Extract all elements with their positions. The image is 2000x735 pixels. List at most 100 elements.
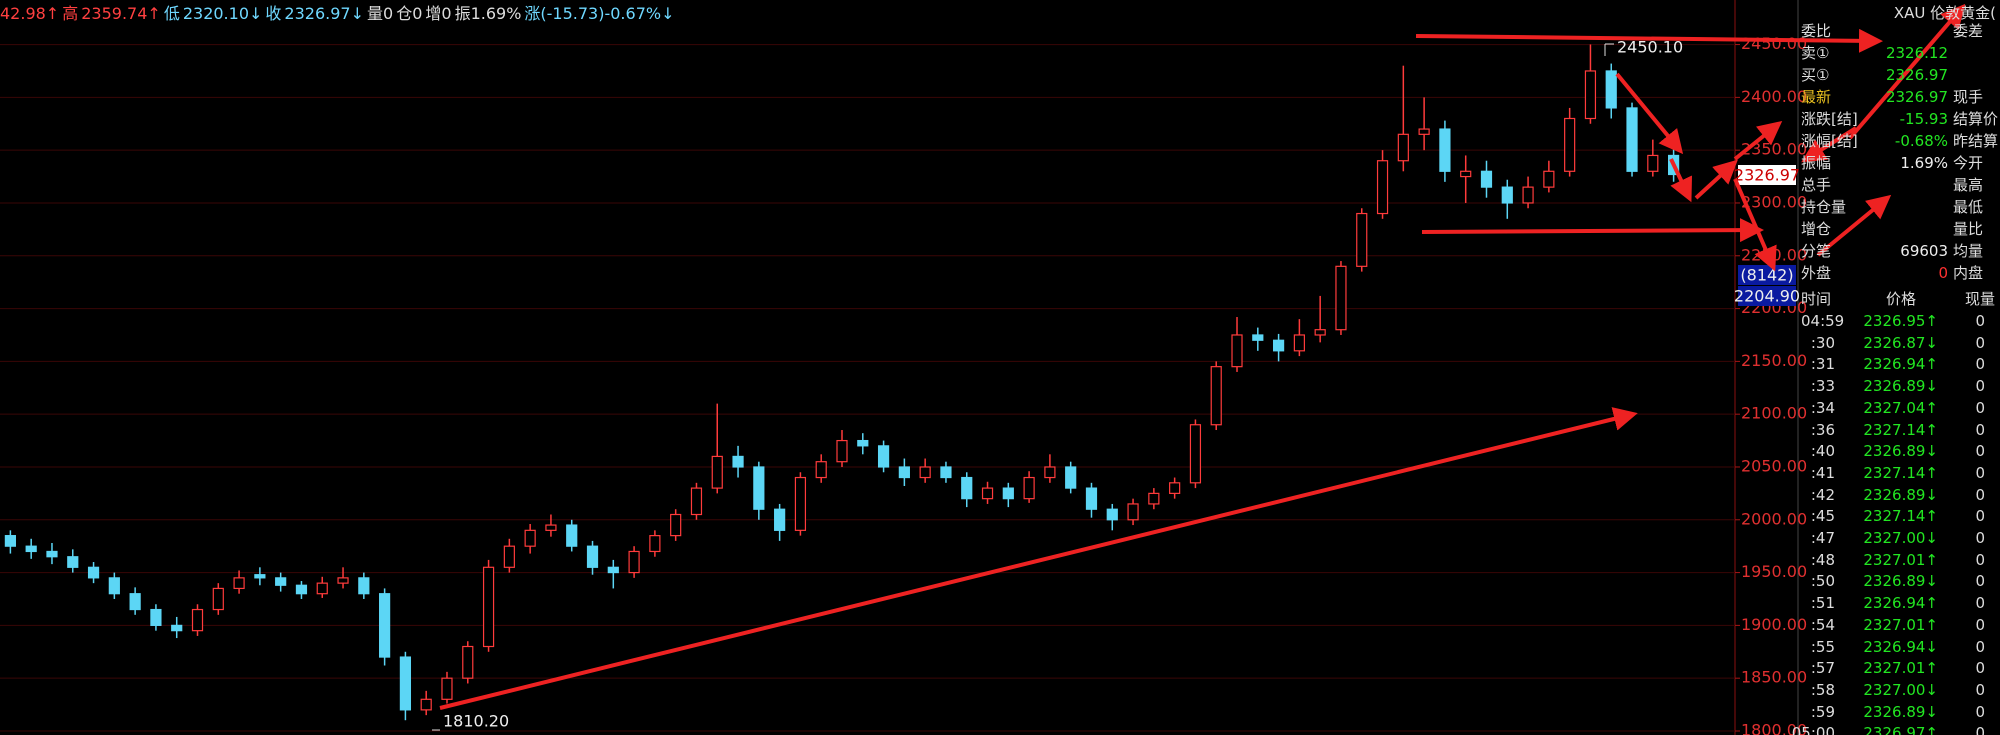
quote-side-label: 今开 [1953, 154, 1984, 172]
candle-body [275, 577, 287, 586]
y-tick-label: 2000.00 [1741, 509, 1807, 528]
candle-body [67, 556, 79, 568]
quote-label: 外盘 [1801, 264, 1832, 282]
y-tick-label: 1850.00 [1741, 668, 1807, 687]
arrow [1801, 126, 1858, 163]
low-label: 1810.20 [443, 712, 509, 731]
candle-body [1460, 170, 1472, 178]
quote-row: 卖① 2326.12 [1798, 42, 2000, 64]
candle-body [233, 577, 245, 590]
y-tick-label: 1950.00 [1741, 562, 1807, 581]
arrow [1694, 159, 1738, 200]
tick-time: :30 [1810, 333, 1835, 352]
tick-volume: 0 [1975, 377, 1985, 396]
last-price-text: 2326.97 [1734, 166, 1800, 185]
tick-volume: 0 [1975, 615, 1985, 634]
quote-row: 持仓量 最低 [1798, 196, 2000, 218]
quote-row: 涨跌[结] -15.93 结算价 [1798, 108, 2000, 130]
candle-body [108, 577, 120, 595]
tick-time: :42 [1810, 485, 1835, 504]
tick-volume: 0 [1975, 463, 1985, 482]
quote-value: 2326.12 [1885, 44, 1948, 62]
quote-label: 总手 [1801, 176, 1832, 194]
candle-body [940, 466, 952, 479]
quote-row: 买① 2326.97 [1798, 64, 2000, 86]
candle-body [337, 577, 349, 584]
arrow [1415, 28, 1883, 53]
tick-price: 2326.89↓ [1863, 702, 1938, 721]
header-item: 增0 [425, 4, 452, 23]
tick-row: :54 2327.01↑ 0 [1798, 614, 2000, 636]
candle-body [1439, 128, 1451, 172]
tick-price: 2327.14↑ [1863, 507, 1938, 526]
tick-price: 2326.89↓ [1863, 572, 1938, 591]
candle-body [1397, 133, 1409, 162]
tick-volume: 0 [1975, 398, 1985, 417]
candles [4, 44, 1680, 721]
candle-body [1106, 508, 1118, 521]
quote-label: 委比 [1801, 22, 1832, 40]
quote-label: 分笔 [1801, 242, 1832, 260]
tick-volume: 0 [1975, 659, 1985, 678]
tick-time: :33 [1810, 377, 1835, 396]
candle-body [358, 577, 370, 595]
quote-side-label: 最高 [1953, 176, 1984, 194]
last-price-tag [1738, 165, 1796, 185]
tick-price: 2327.01↑ [1863, 550, 1938, 569]
tick-header: 时间 价格 现量 [1798, 288, 2000, 310]
quote-side-label: 最低 [1953, 198, 1984, 216]
quote-label: 增仓 [1801, 220, 1832, 238]
quote-title: XAU 伦敦黄金( [1893, 4, 1996, 22]
candle-body [732, 455, 744, 468]
tick-volume: 0 [1975, 724, 1985, 735]
header-bar: 42.98↑ 高 2359.74↑ 低 2320.10↓ 收 2326.97↓ 量0 仓0 增0 振… [0, 0, 677, 23]
arrow [1421, 218, 1764, 243]
header-item: 振1.69% [454, 4, 522, 23]
grid: 1800.00 1850.00 1900.00 1950.00 2000.00 2050.… [0, 34, 1807, 735]
tick-price: 2326.97↑ [1863, 724, 1938, 735]
y-tick-label: 1900.00 [1741, 615, 1807, 634]
candle-body [462, 645, 474, 679]
header-item: 高 [62, 4, 79, 23]
tick-volume: 0 [1975, 680, 1985, 699]
tick-row: :31 2326.94↑ 0 [1798, 353, 2000, 375]
tick-header-cell: 价格 [1886, 290, 1917, 308]
candle-body [877, 445, 890, 468]
tick-time: :31 [1810, 355, 1835, 374]
quote-value: -0.68% [1894, 132, 1948, 150]
candle-body [566, 524, 578, 547]
tick-row: :42 2326.89↓ 0 [1798, 484, 2000, 506]
candle-body [794, 476, 807, 531]
quote-value: 2326.97 [1885, 66, 1948, 84]
tick-row: :57 2327.01↑ 0 [1798, 657, 2000, 679]
candle-body [212, 587, 224, 611]
header-item: 仓0 [396, 4, 423, 23]
quote-label: 涨幅[结] [1801, 132, 1858, 150]
quote-side-label: 现手 [1953, 88, 1984, 106]
candle-body [1044, 466, 1056, 479]
annotation-arrows [439, 3, 1966, 710]
y-tick-label: 2150.00 [1741, 351, 1807, 370]
tick-time: :36 [1810, 420, 1835, 439]
header-item: 2320.10↓ [182, 4, 263, 23]
tick-volume: 0 [1975, 333, 1985, 352]
tick-volume: 0 [1975, 572, 1985, 591]
candle-body [1148, 492, 1160, 505]
arrow [1848, 3, 1966, 140]
tick-volume: 0 [1975, 312, 1985, 330]
arrow [1669, 158, 1693, 203]
quote-label: 卖① [1801, 44, 1830, 62]
header-item: 低 [163, 4, 180, 23]
arrow [439, 407, 1638, 710]
tick-time: 04:59 [1801, 312, 1845, 330]
candle-body [919, 466, 931, 479]
tick-row: :55 2326.94↓ 0 [1798, 636, 2000, 658]
volume-tag-text: (8142) [1740, 266, 1793, 285]
candle-body [1543, 170, 1555, 188]
quote-label: 买① [1801, 66, 1830, 84]
header-item: 2359.74↑ [81, 4, 161, 23]
tick-header-cell: 现量 [1964, 290, 1995, 308]
tick-time: :47 [1810, 529, 1835, 547]
y-tick-label: 2300.00 [1741, 192, 1807, 211]
